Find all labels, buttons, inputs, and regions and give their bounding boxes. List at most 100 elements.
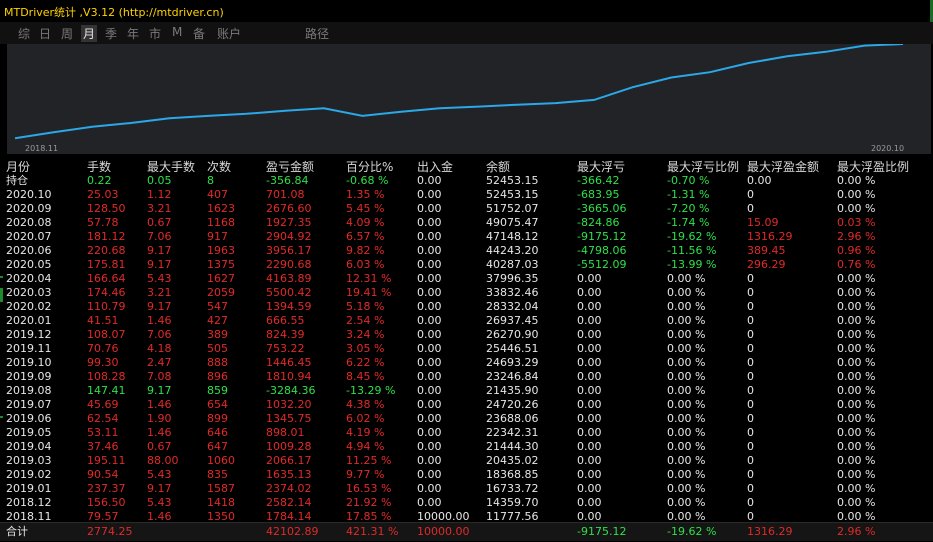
cell-maxddp: 0.00 % [667, 286, 706, 299]
column-header[interactable]: 出入金 [417, 160, 454, 174]
cell-pl: -3284.36 [266, 384, 316, 397]
table-row[interactable]: 2019.09 108.28 7.08 896 1810.94 8.45 % 0.00 232… [0, 370, 933, 384]
table-row[interactable]: 2020.09 128.50 3.21 1623 2676.60 5.45 % 0.00 51… [0, 202, 933, 216]
column-header[interactable]: 月份 [6, 160, 31, 174]
column-header[interactable]: 最大浮盈比例 [837, 160, 910, 174]
column-header[interactable]: 盈亏金额 [266, 160, 315, 174]
column-header[interactable]: 余额 [486, 160, 511, 174]
cell-maxlots: 3.21 [147, 202, 172, 215]
cell-maxddp: -11.56 % [667, 244, 717, 257]
cell-io: 0.00 [417, 454, 442, 467]
cell-lots: 41.51 [87, 314, 119, 327]
cell-pl: 2904.92 [266, 230, 312, 243]
cell-maxdd: -9175.12 [577, 230, 627, 243]
cell-bal: 23688.06 [486, 412, 539, 425]
cell-maxdd: -366.42 [577, 174, 620, 187]
column-header[interactable]: 最大浮亏比例 [667, 160, 740, 174]
table-row[interactable]: 2018.11 79.57 1.46 1350 1784.14 17.85 % 10000.… [0, 510, 933, 524]
table-row[interactable]: 2020.08 57.78 0.67 1168 1927.35 4.09 % 0.00 490… [0, 216, 933, 230]
table-row[interactable]: 2020.07 181.12 7.06 917 2904.92 6.57 % 0.00 471… [0, 230, 933, 244]
cell-maxlots: 5.43 [147, 272, 172, 285]
cell-maxfpp: 0.00 % [837, 356, 876, 369]
cell-lots: 195.11 [87, 454, 126, 467]
x-end-label: 2020.10 [871, 144, 905, 153]
cell-pct: 9.82 % [346, 244, 385, 257]
cell-maxdd: 0.00 [577, 412, 602, 425]
table-row[interactable]: 2020.01 41.51 1.46 427 666.55 2.54 % 0.00 26937… [0, 314, 933, 328]
cell-maxlots: 1.46 [147, 510, 172, 523]
table-row[interactable]: 持仓 0.22 0.05 8 -356.84 -0.68 % 0.00 52453.15 -36… [0, 174, 933, 188]
cell-maxfpp: 0.00 % [837, 300, 876, 313]
cell-lots: 220.68 [87, 244, 126, 257]
tab-10[interactable]: 路径 [305, 27, 330, 41]
tab-3[interactable]: 月 [81, 25, 98, 42]
column-header[interactable]: 手数 [87, 160, 112, 174]
table-row[interactable]: 2019.04 37.46 0.67 647 1009.28 4.94 % 0.00 2144… [0, 440, 933, 454]
cell-maxlots: 0.67 [147, 440, 172, 453]
cell-io: 0.00 [417, 482, 442, 495]
cell-maxdd: 0.00 [577, 272, 602, 285]
table-row[interactable]: 2020.10 25.03 1.12 407 701.08 1.35 % 0.00 52453… [0, 188, 933, 202]
cell-lots: 37.46 [87, 440, 119, 453]
cell-io: 0.00 [417, 272, 442, 285]
cell-maxfp: 15.09 [747, 216, 779, 229]
table-row[interactable]: 2018.12 156.50 5.43 1418 2582.14 21.92 % 0.00 1… [0, 496, 933, 510]
tab-9[interactable]: 账户 [217, 27, 242, 41]
tab-1[interactable]: 日 [39, 27, 52, 41]
total-maxfpp: 2.96 % [837, 525, 876, 538]
table-row[interactable]: 2019.06 62.54 1.90 899 1345.75 6.02 % 0.00 2368… [0, 412, 933, 426]
table-row[interactable]: 2019.12 108.07 7.06 389 824.39 3.24 % 0.00 2627… [0, 328, 933, 342]
cell-maxfpp: 0.00 % [837, 454, 876, 467]
cell-pct: 16.53 % [346, 482, 392, 495]
column-header[interactable]: 次数 [207, 160, 232, 174]
tab-2[interactable]: 周 [61, 27, 74, 41]
table-row[interactable]: 2020.06 220.68 9.17 1963 3956.17 9.82 % 0.00 44… [0, 244, 933, 258]
table-row[interactable]: 2019.07 45.69 1.46 654 1032.20 4.38 % 0.00 2472… [0, 398, 933, 412]
cell-pl: -356.84 [266, 174, 309, 187]
cell-maxddp: -0.70 % [667, 174, 710, 187]
column-header[interactable]: 最大手数 [147, 160, 196, 174]
cell-io: 0.00 [417, 202, 442, 215]
cell-maxddp: 0.00 % [667, 272, 706, 285]
column-header[interactable]: 百分比% [346, 160, 394, 174]
table-row[interactable]: 2019.11 70.76 4.18 505 753.22 3.05 % 0.00 25446… [0, 342, 933, 356]
cell-pl: 753.22 [266, 342, 305, 355]
tab-5[interactable]: 年 [127, 27, 140, 41]
cell-maxfp: 0 [747, 398, 754, 411]
cell-maxfpp: 0.00 % [837, 384, 876, 397]
cell-maxdd: 0.00 [577, 286, 602, 299]
table-row[interactable]: 2019.05 53.11 1.46 646 898.01 4.19 % 0.00 22342… [0, 426, 933, 440]
table-row[interactable]: 2020.03 174.46 3.21 2059 5500.42 19.41 % 0.00 3… [0, 286, 933, 300]
table-row[interactable]: 2019.02 90.54 5.43 835 1635.13 9.77 % 0.00 1836… [0, 468, 933, 482]
table-row[interactable]: 2019.03 195.11 88.00 1060 2066.17 11.25 % 0.00… [0, 454, 933, 468]
cell-maxfpp: 2.96 % [837, 230, 876, 243]
table-row[interactable]: 2020.04 166.64 5.43 1627 4163.89 12.31 % 0.00 3… [0, 272, 933, 286]
cell-io: 10000.00 [417, 510, 470, 523]
column-header[interactable]: 最大浮盈金额 [747, 160, 820, 174]
table-row[interactable]: 2019.08 147.41 9.17 859 -3284.36 -13.29 % 0.00… [0, 384, 933, 398]
row-marker [0, 288, 3, 302]
cell-bal: 25446.51 [486, 342, 539, 355]
table-row[interactable]: 2019.01 237.37 9.17 1587 2374.02 16.53 % 0.00 1… [0, 482, 933, 496]
cell-pl: 1927.35 [266, 216, 312, 229]
tab-8[interactable]: 备 [193, 27, 206, 41]
monthly-stats-table: 月份 手数 最大手数 次数 盈亏金额 百分比% 出入金 余额 最大浮亏 最大浮亏比例 最大浮盈金额 最… [0, 158, 933, 542]
cell-maxfp: 0 [747, 440, 754, 453]
tab-4[interactable]: 季 [105, 27, 118, 41]
table-row[interactable]: 2020.05 175.81 9.17 1375 2290.68 6.03 % 0.00 40… [0, 258, 933, 272]
tab-7[interactable]: M [172, 25, 183, 39]
table-row[interactable]: 2019.10 99.30 2.47 888 1446.45 6.22 % 0.00 2469… [0, 356, 933, 370]
cell-pct: 5.45 % [346, 202, 385, 215]
cell-month: 2020.09 [6, 202, 52, 215]
cell-lots: 62.54 [87, 412, 119, 425]
cell-month: 2020.08 [6, 216, 52, 229]
cell-pct: 4.09 % [346, 216, 385, 229]
column-header[interactable]: 最大浮亏 [577, 160, 626, 174]
cell-maxlots: 9.17 [147, 482, 172, 495]
cell-month: 2019.01 [6, 482, 52, 495]
tab-6[interactable]: 市 [149, 27, 162, 41]
table-row[interactable]: 2020.02 110.79 9.17 547 1394.59 5.18 % 0.00 283… [0, 300, 933, 314]
cell-month: 2019.10 [6, 356, 52, 369]
tab-0[interactable]: 综 [18, 27, 31, 41]
row-marker [0, 300, 3, 302]
